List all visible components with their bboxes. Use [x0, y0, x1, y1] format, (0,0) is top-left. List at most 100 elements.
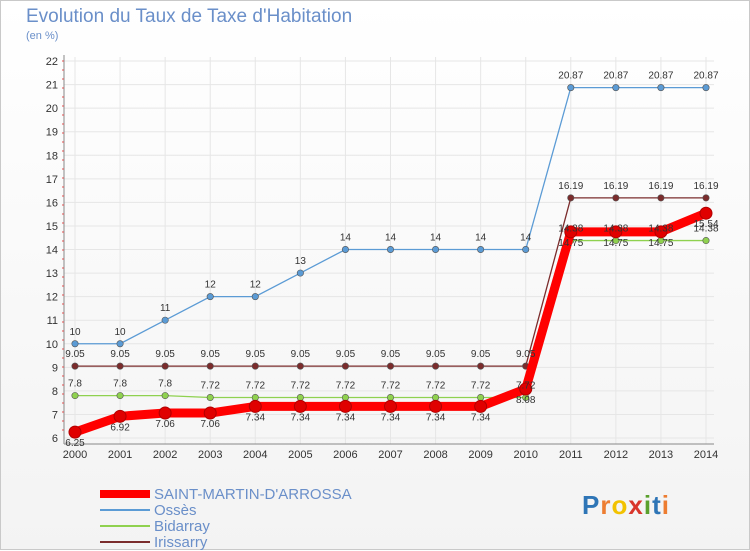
x-tick-label: 2002	[153, 449, 177, 461]
axes: 6 7 8 9 10 11 12 13 14 15 16 17 18 19 20 21 22 2000 2001 20…	[46, 55, 718, 461]
y-tick-label: 15	[46, 221, 58, 233]
data-point	[567, 84, 575, 92]
data-point	[477, 246, 485, 254]
x-tick-label: 2011	[559, 449, 583, 461]
legend-swatch	[100, 509, 150, 511]
data-label: 7.72	[246, 380, 266, 391]
data-point	[161, 392, 169, 400]
data-point	[522, 246, 530, 254]
x-tick-label: 2012	[604, 449, 628, 461]
data-point	[432, 246, 440, 254]
legend-swatch	[100, 490, 150, 498]
data-label: 9.05	[246, 349, 266, 360]
data-point	[113, 409, 127, 423]
x-tick-label: 2003	[198, 449, 222, 461]
data-point	[341, 246, 349, 254]
data-point	[206, 393, 214, 401]
data-point	[386, 393, 394, 401]
x-tick-label: 2014	[694, 449, 718, 461]
data-label: 8.08	[516, 395, 536, 406]
data-label: 7.72	[381, 380, 401, 391]
data-point	[68, 425, 82, 439]
x-tick-label: 2006	[333, 449, 357, 461]
y-tick-label: 14	[46, 245, 58, 257]
data-label: 9.05	[155, 349, 175, 360]
x-tick-label: 2004	[243, 449, 267, 461]
x-tick-label: 2010	[513, 449, 537, 461]
logo-letter: r	[600, 490, 612, 520]
data-point	[71, 392, 79, 400]
data-label: 7.34	[246, 412, 266, 423]
data-point	[609, 225, 623, 239]
y-tick-label: 8	[52, 386, 58, 398]
data-label: 12	[250, 280, 262, 291]
data-point	[477, 362, 485, 370]
data-point	[116, 392, 124, 400]
legend-item: Bidarray	[100, 518, 352, 535]
brand-logo: Proxiti	[582, 490, 670, 521]
data-point	[429, 399, 443, 413]
legend-label: SAINT-MARTIN-D'ARROSSA	[154, 485, 352, 503]
data-label: 16.19	[693, 181, 718, 192]
legend-swatch	[100, 541, 150, 543]
logo-letter: P	[582, 490, 601, 520]
data-point	[158, 406, 172, 420]
data-label: 16.19	[558, 181, 583, 192]
y-tick-label: 20	[46, 103, 58, 115]
data-label: 9.05	[471, 349, 491, 360]
logo-letter: o	[611, 490, 629, 520]
data-label: 14.38	[693, 224, 718, 235]
logo-letter: i	[643, 490, 653, 520]
data-point	[341, 393, 349, 401]
data-point	[386, 246, 394, 254]
chart-unit-label: (en %)	[26, 30, 59, 42]
data-point	[338, 399, 352, 413]
data-label: 6.92	[110, 422, 130, 433]
legend-label: Ossès	[154, 501, 197, 519]
data-label: 11	[160, 303, 171, 314]
data-point	[702, 237, 710, 245]
legend-item: SAINT-MARTIN-D'ARROSSA	[100, 485, 352, 503]
data-point	[296, 269, 304, 277]
data-label: 14.75	[558, 238, 583, 249]
data-label: 7.06	[155, 419, 175, 430]
data-label: 9.05	[336, 349, 356, 360]
legend-label: Irissarry	[154, 533, 208, 551]
data-label: 9.05	[200, 349, 220, 360]
x-tick-label: 2007	[378, 449, 402, 461]
data-label: 14.38	[648, 224, 673, 235]
data-label: 14	[430, 233, 442, 244]
y-tick-label: 13	[46, 268, 58, 280]
data-label: 14.38	[603, 224, 628, 235]
data-point	[654, 225, 668, 239]
data-label: 7.34	[336, 412, 356, 423]
y-tick-label: 7	[52, 409, 58, 421]
data-label: 9.05	[426, 349, 446, 360]
data-point	[116, 362, 124, 370]
data-label: 7.72	[291, 380, 311, 391]
data-point	[612, 84, 620, 92]
logo-letter: x	[628, 490, 644, 520]
data-label: 16.19	[648, 181, 673, 192]
y-tick-label: 10	[46, 339, 58, 351]
data-point	[657, 84, 665, 92]
y-tick-label: 9	[52, 362, 58, 374]
data-point	[477, 393, 485, 401]
data-label: 7.8	[158, 379, 172, 390]
series-lines	[68, 84, 713, 439]
data-label: 7.34	[381, 412, 401, 423]
x-tick-label: 2000	[63, 449, 87, 461]
data-point	[384, 399, 397, 413]
legend-item: Ossès	[100, 501, 352, 519]
data-point	[116, 340, 124, 348]
data-point	[657, 194, 665, 202]
legend: SAINT-MARTIN-D'ARROSSA Ossès Bidarray Iriss…	[100, 485, 352, 551]
data-label: 14.38	[558, 224, 583, 235]
data-point	[206, 362, 214, 370]
y-tick-label: 19	[46, 127, 58, 139]
x-tick-label: 2009	[468, 449, 492, 461]
legend-swatch	[100, 525, 150, 527]
data-label: 15.54	[693, 219, 718, 230]
data-label: 7.72	[471, 380, 491, 391]
data-point	[161, 362, 169, 370]
